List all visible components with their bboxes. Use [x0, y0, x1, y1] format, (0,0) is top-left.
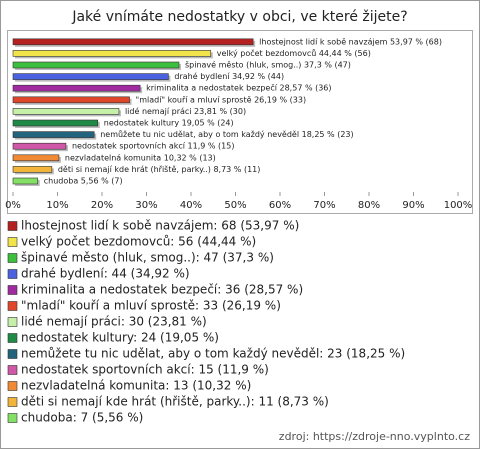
legend-swatch: [7, 333, 18, 343]
legend-swatch: [7, 301, 18, 311]
legend-label: lidé nemají práci: 30 (23,81 %): [21, 315, 207, 329]
x-tick-label: 50%: [224, 200, 246, 211]
bar: [12, 84, 141, 92]
value-label: nezvladatelná komunita 10,32 % (13): [65, 153, 216, 162]
legend-swatch: [7, 221, 18, 231]
legend-label: nedostatek sportovních akcí: 15 (11,9 %): [21, 363, 269, 377]
legend-label: velký počet bezdomovců: 56 (44,44 %): [21, 235, 256, 249]
x-tick-label: 100%: [444, 200, 473, 211]
value-label: lhostejnost lidí k sobě navzájem 53,97 %…: [259, 37, 442, 46]
legend-swatch: [7, 397, 18, 407]
bar: [12, 119, 99, 127]
legend-swatch: [7, 253, 18, 263]
chart-title: Jaké vnímáte nedostatky v obci, ve které…: [71, 9, 407, 25]
legend-swatch: [7, 365, 18, 375]
value-label: nedostatek sportovních akcí 11,9 % (15): [72, 142, 235, 151]
bar: [12, 177, 39, 185]
bar: [12, 38, 254, 46]
legend-label: kriminalita a nedostatek bezpečí: 36 (28…: [21, 283, 303, 297]
value-label: špinavé město (hluk, smog..) 37,3 % (47): [185, 60, 351, 70]
legend-swatch: [7, 381, 18, 391]
bar: [12, 131, 95, 138]
x-tick-label: 10%: [46, 200, 68, 211]
bar: [12, 50, 212, 57]
legend-swatch: [7, 237, 18, 247]
legend-label: "mladí" kouří a mluví sprostě: 33 (26,19…: [21, 299, 281, 313]
x-tick-label: 0%: [5, 200, 21, 211]
bar: [12, 73, 169, 80]
legend-swatch: [7, 413, 18, 423]
legend-swatch: [7, 269, 18, 279]
x-tick-label: 90%: [402, 200, 424, 211]
value-label: nedostatek kultury 19,05 % (24): [104, 119, 234, 128]
value-label: chudoba 5,56 % (7): [44, 177, 123, 186]
legend-label: nemůžete tu nic udělat, aby o tom každý …: [21, 347, 405, 361]
x-tick-label: 60%: [269, 200, 291, 211]
value-label: "mladí" kouří a mluví sprostě 26,19 % (3…: [136, 95, 307, 104]
value-label: kriminalita a nedostatek bezpečí 28,57 %…: [146, 83, 331, 93]
bar: [12, 166, 53, 173]
legend-swatch: [7, 349, 18, 359]
legend-label: lhostejnost lidí k sobě navzájem: 68 (53…: [21, 219, 299, 233]
value-label: nemůžete tu nic udělat, aby o tom každý …: [100, 129, 353, 139]
legend-label: drahé bydlení: 44 (34,92 %): [21, 267, 190, 281]
legend-label: špinavé město (hluk, smog..): 47 (37,3 %…: [21, 251, 274, 265]
x-tick-label: 70%: [313, 200, 335, 211]
bar: [12, 108, 120, 115]
legend-swatch: [7, 285, 18, 295]
legend-label: nedostatek kultury: 24 (19,05 %): [21, 331, 219, 345]
legend-label: děti si nemají kde hrát (hřiště, parky..…: [21, 395, 329, 409]
legend-swatch: [7, 317, 18, 327]
value-label: děti si nemají kde hrát (hřiště, parky..…: [58, 164, 261, 174]
bar: [12, 154, 60, 162]
legend-label: nezvladatelná komunita: 13 (10,32 %): [21, 379, 251, 393]
legend-label: chudoba: 7 (5,56 %): [21, 411, 143, 425]
bar: [12, 142, 67, 150]
value-label: drahé bydlení 34,92 % (44): [174, 71, 284, 81]
value-label: velký počet bezdomovců 44,44 % (56): [217, 48, 371, 58]
x-tick-label: 20%: [91, 200, 113, 211]
bar: [12, 96, 130, 104]
value-label: lidé nemají práci 23,81 % (30): [125, 106, 246, 116]
x-tick-label: 80%: [358, 200, 380, 211]
x-tick-label: 30%: [135, 200, 157, 211]
x-tick-label: 40%: [180, 200, 202, 211]
source: zdroj: https://zdroje-nno.vyplnto.cz: [279, 430, 470, 443]
bar: [12, 61, 180, 69]
